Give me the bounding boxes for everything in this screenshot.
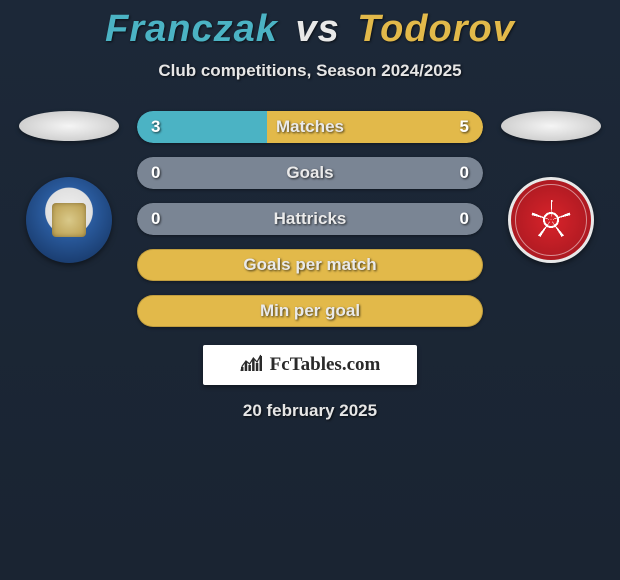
stat-row: Min per goal (137, 295, 483, 327)
bar-chart-icon (240, 354, 264, 377)
stat-value-left: 0 (151, 163, 160, 183)
card-subtitle: Club competitions, Season 2024/2025 (158, 61, 461, 81)
stat-label: Min per goal (260, 301, 360, 321)
stat-fill-right (310, 157, 483, 189)
stats-column: 3 Matches 5 0 Goals 0 0 Hattricks 0 Goals per mat… (137, 111, 483, 327)
stat-label: Hattricks (274, 209, 347, 229)
right-player-column (501, 111, 601, 263)
date-label: 20 february 2025 (243, 401, 377, 421)
stat-row: Goals per match (137, 249, 483, 281)
stat-row: 0 Goals 0 (137, 157, 483, 189)
stat-value-right: 0 (460, 163, 469, 183)
site-name: FcTables.com (270, 354, 381, 376)
player2-name: Todorov (357, 8, 515, 50)
stat-value-left: 3 (151, 117, 160, 137)
stat-value-right: 0 (460, 209, 469, 229)
stat-label: Goals (286, 163, 333, 183)
player2-club-crest (508, 177, 594, 263)
player1-name: Franczak (105, 8, 278, 50)
player2-photo-placeholder (501, 111, 601, 141)
stat-value-left: 0 (151, 209, 160, 229)
player1-photo-placeholder (19, 111, 119, 141)
left-player-column (19, 111, 119, 263)
stat-label: Matches (276, 117, 344, 137)
stat-row: 3 Matches 5 (137, 111, 483, 143)
stat-row: 0 Hattricks 0 (137, 203, 483, 235)
comparison-card: Franczak vs Todorov Club competitions, S… (0, 0, 620, 421)
stat-fill-left (137, 157, 310, 189)
player1-club-crest (26, 177, 112, 263)
card-title: Franczak vs Todorov (105, 8, 515, 51)
stat-value-right: 5 (460, 117, 469, 137)
stat-label: Goals per match (243, 255, 376, 275)
main-content-row: 3 Matches 5 0 Goals 0 0 Hattricks 0 Goals per mat… (0, 111, 620, 327)
site-attribution-badge: FcTables.com (203, 345, 417, 385)
vs-label: vs (295, 8, 339, 50)
